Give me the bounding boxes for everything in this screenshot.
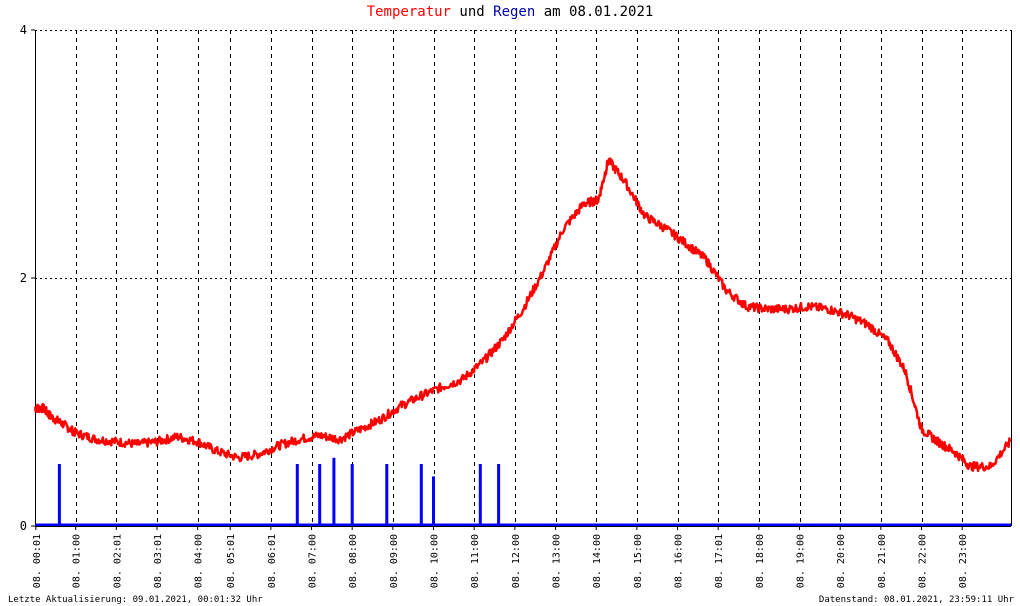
title-date: am 08.01.2021 [535,4,654,20]
last-update-text: Letzte Aktualisierung: 09.01.2021, 00:01… [8,595,263,605]
x-tick-label: 08. 14:00 [592,534,603,588]
x-tick-label: 08. 07:00 [308,534,319,588]
rain-bar [350,464,354,526]
rain-bar [385,464,389,526]
title-rain: Regen [493,4,536,20]
x-tick-label: 08. 10:00 [430,534,441,588]
x-tick-label: 08. 11:00 [470,534,481,588]
title-und: und [450,4,494,20]
x-tick-label: 08. 02:01 [112,534,123,588]
y-tick-label: 4 [20,23,27,37]
rain-bar [432,476,435,526]
rain-bar [478,464,482,526]
rain-bar [57,464,61,526]
y-tick-label: 2 [20,271,27,285]
data-status-text: Datenstand: 08.01.2021, 23:59:11 Uhr [818,595,1014,605]
x-tick-label: 08. 04:00 [194,534,205,588]
chart-title: Temperatur und Regen am 08.01.2021 [0,4,1020,20]
x-tick-label: 08. 19:00 [796,534,807,588]
title-temperature: Temperatur [366,4,451,20]
x-tick-label: 08. 08:00 [348,534,359,588]
x-tick-label: 08. 12:00 [511,534,522,588]
x-tick-label: 08. 16:00 [674,534,685,588]
rain-bar [295,464,299,526]
x-tick-label: 08. 18:00 [755,534,766,588]
rain-bar [332,457,336,526]
x-tick-label: 08. 01:00 [72,534,83,588]
x-tick-label: 08. 06:01 [267,534,278,588]
rain-bar [497,464,501,526]
x-tick-label: 08. 22:00 [918,534,929,588]
temperature-line [33,157,1012,473]
x-tick-label: 08. 03:01 [153,534,164,588]
x-tick-label: 08. 17:01 [714,534,725,588]
y-tick-label: 0 [20,519,27,533]
x-tick-label: 08. 13:00 [552,534,563,588]
x-tick-label: 08. 05:01 [226,534,237,588]
x-tick-label: 08. 20:00 [836,534,847,588]
x-tick-label: 08. 00:01 [32,534,43,588]
x-tick-label: 08. 23:00 [958,534,969,588]
rain-bar [318,464,322,526]
rain-bar [419,464,423,526]
x-tick-label: 08. 09:00 [389,534,400,588]
x-tick-label: 08. 21:00 [877,534,888,588]
x-tick-label: 08. 15:00 [633,534,644,588]
